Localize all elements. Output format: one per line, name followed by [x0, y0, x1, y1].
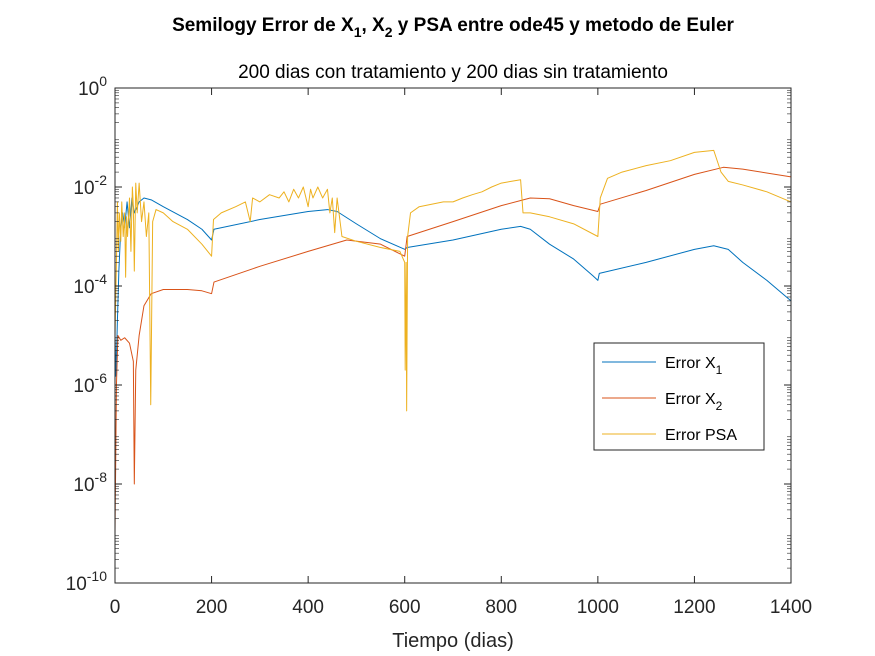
series-line-2: [114, 166, 792, 534]
series-layer: [114, 149, 792, 534]
y-tick-label: 10-8: [73, 469, 107, 496]
x-tick-label: 400: [292, 597, 324, 618]
legend-box: [593, 342, 765, 451]
legend-label-1: Error X1: [665, 355, 723, 377]
y-axis-tick-labels: 10-10 10-8 10-6 10-4 10-2 100: [66, 73, 108, 595]
series-line-1: [114, 197, 792, 377]
y-tick-label: 10-6: [73, 370, 107, 397]
x-axis-label: Tiempo (dias): [392, 630, 514, 652]
legend-label-3: Error PSA: [665, 427, 737, 444]
x-tick-label: 0: [110, 597, 121, 618]
series-line-3: [114, 149, 792, 412]
x-tick-label: 1400: [770, 597, 812, 618]
legend-label-2: Error X2: [665, 391, 723, 413]
x-axis-tick-labels: 0 200 400 600 800 1000 1200 1400: [110, 597, 812, 618]
chart-subtitle: 200 dias con tratamiento y 200 dias sin …: [238, 62, 668, 83]
y-tick-label: 100: [78, 73, 107, 100]
axis-ticks: [114, 87, 792, 584]
y-tick-label: 10-4: [73, 271, 107, 298]
x-tick-label: 800: [485, 597, 517, 618]
plot-area-frame: [114, 87, 792, 584]
x-tick-label: 1000: [577, 597, 619, 618]
x-tick-label: 200: [196, 597, 228, 618]
chart-title: Semilogy Error de X1, X2 y PSA entre ode…: [172, 15, 734, 40]
y-tick-label: 10-10: [66, 568, 108, 595]
legend: Error X1 Error X2 Error PSA: [593, 342, 765, 451]
y-tick-label: 10-2: [73, 172, 107, 199]
x-tick-label: 600: [389, 597, 421, 618]
x-tick-label: 1200: [673, 597, 715, 618]
